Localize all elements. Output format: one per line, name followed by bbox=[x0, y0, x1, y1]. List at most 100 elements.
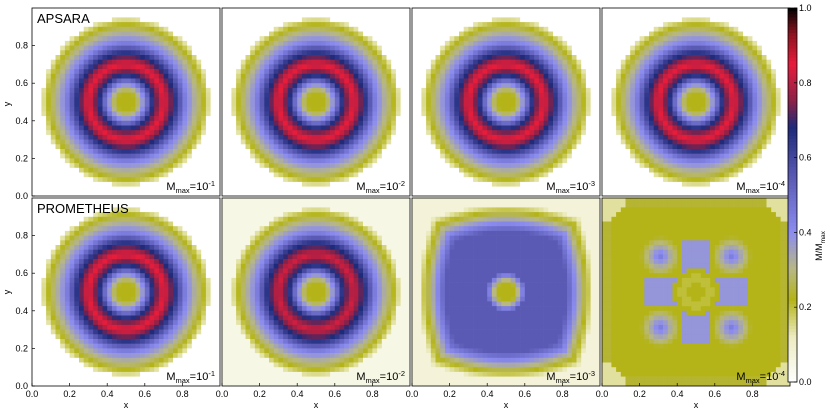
heatmap-cell bbox=[686, 12, 692, 18]
heatmap-cell bbox=[585, 64, 591, 70]
heatmap-cell bbox=[130, 102, 136, 108]
heatmap-cell bbox=[543, 144, 549, 150]
heatmap-cell bbox=[236, 59, 242, 65]
heatmap-cell bbox=[154, 139, 160, 145]
heatmap-cell bbox=[529, 149, 535, 155]
heatmap-cell bbox=[111, 69, 117, 75]
heatmap-cell bbox=[264, 31, 270, 37]
heatmap-cell bbox=[553, 17, 559, 23]
heatmap-cell bbox=[557, 186, 563, 192]
heatmap-cell bbox=[111, 149, 117, 155]
heatmap-cell bbox=[163, 181, 169, 187]
heatmap-cell bbox=[463, 139, 469, 145]
heatmap-cell bbox=[316, 50, 322, 56]
heatmap-cell bbox=[534, 78, 540, 84]
heatmap-cell bbox=[111, 191, 117, 197]
heatmap-cell bbox=[158, 12, 164, 18]
heatmap-cell bbox=[553, 59, 559, 65]
heatmap-cell bbox=[83, 92, 89, 98]
heatmap-cell bbox=[416, 153, 422, 159]
heatmap-cell bbox=[562, 87, 568, 93]
heatmap-cell bbox=[269, 17, 275, 23]
heatmap-cell bbox=[611, 22, 617, 28]
heatmap-cell bbox=[273, 116, 279, 122]
heatmap-cell bbox=[367, 144, 373, 150]
heatmap-cell bbox=[297, 102, 303, 108]
heatmap-cell bbox=[163, 153, 169, 159]
heatmap-cell bbox=[501, 120, 507, 126]
heatmap-cell bbox=[529, 172, 535, 178]
heatmap-cell bbox=[269, 116, 275, 122]
heatmap-cell bbox=[430, 111, 436, 117]
heatmap-cell bbox=[477, 97, 483, 103]
heatmap-cell bbox=[430, 116, 436, 122]
heatmap-cell bbox=[440, 69, 446, 75]
heatmap-cell bbox=[381, 186, 387, 192]
heatmap-cell bbox=[548, 130, 554, 136]
heatmap-cell bbox=[496, 149, 502, 155]
heatmap-cell bbox=[405, 40, 411, 46]
heatmap-cell bbox=[301, 102, 307, 108]
heatmap-cell bbox=[611, 8, 617, 14]
heatmap-cell bbox=[353, 26, 359, 32]
heatmap-cell bbox=[477, 50, 483, 56]
heatmap-cell bbox=[529, 8, 535, 14]
heatmap-cell bbox=[543, 26, 549, 32]
heatmap-cell bbox=[395, 59, 401, 65]
heatmap-cell bbox=[567, 55, 573, 61]
heatmap-cell bbox=[426, 69, 432, 75]
heatmap-cell bbox=[576, 134, 582, 140]
heatmap-cell bbox=[449, 158, 455, 164]
heatmap-cell bbox=[515, 17, 521, 23]
heatmap-cell bbox=[93, 134, 99, 140]
heatmap-cell bbox=[747, 22, 753, 28]
heatmap-cell bbox=[576, 92, 582, 98]
heatmap-cell bbox=[158, 45, 164, 51]
heatmap-cell bbox=[412, 130, 418, 136]
heatmap-cell bbox=[358, 8, 364, 14]
heatmap-cell bbox=[287, 139, 293, 145]
heatmap-cell bbox=[430, 73, 436, 79]
heatmap-cell bbox=[135, 92, 141, 98]
heatmap-cell bbox=[182, 69, 188, 75]
heatmap-cell bbox=[236, 40, 242, 46]
heatmap-cell bbox=[46, 163, 52, 169]
heatmap-cell bbox=[562, 102, 568, 108]
heatmap-cell bbox=[395, 139, 401, 145]
heatmap-cell bbox=[377, 139, 383, 145]
heatmap-cell bbox=[111, 31, 117, 37]
heatmap-cell bbox=[83, 64, 89, 70]
heatmap-cell bbox=[363, 163, 369, 169]
heatmap-cell bbox=[273, 163, 279, 169]
heatmap-cell bbox=[254, 102, 260, 108]
heatmap-cell bbox=[463, 22, 469, 28]
heatmap-cell bbox=[140, 167, 146, 173]
heatmap-cell bbox=[111, 102, 117, 108]
heatmap-cell bbox=[391, 172, 397, 178]
heatmap-cell bbox=[250, 12, 256, 18]
heatmap-cell bbox=[487, 8, 493, 14]
heatmap-cell bbox=[553, 102, 559, 108]
heatmap-cell bbox=[231, 102, 237, 108]
heatmap-cell bbox=[135, 17, 141, 23]
heatmap-cell bbox=[111, 22, 117, 28]
heatmap-cell bbox=[653, 12, 659, 18]
heatmap-cell bbox=[154, 31, 160, 37]
heatmap-cell bbox=[334, 186, 340, 192]
heatmap-cell bbox=[473, 186, 479, 192]
heatmap-cell bbox=[140, 153, 146, 159]
heatmap-cell bbox=[116, 97, 122, 103]
heatmap-cell bbox=[719, 22, 725, 28]
heatmap-cell bbox=[496, 64, 502, 70]
heatmap-cell bbox=[126, 69, 132, 75]
heatmap-cell bbox=[50, 134, 56, 140]
heatmap-cell bbox=[292, 177, 298, 183]
heatmap-cell bbox=[459, 26, 465, 32]
heatmap-cell bbox=[79, 111, 85, 117]
heatmap-cell bbox=[154, 40, 160, 46]
heatmap-cell bbox=[201, 22, 207, 28]
heatmap-cell bbox=[477, 40, 483, 46]
heatmap-cell bbox=[334, 125, 340, 131]
heatmap-cell bbox=[36, 17, 42, 23]
heatmap-cell bbox=[421, 55, 427, 61]
